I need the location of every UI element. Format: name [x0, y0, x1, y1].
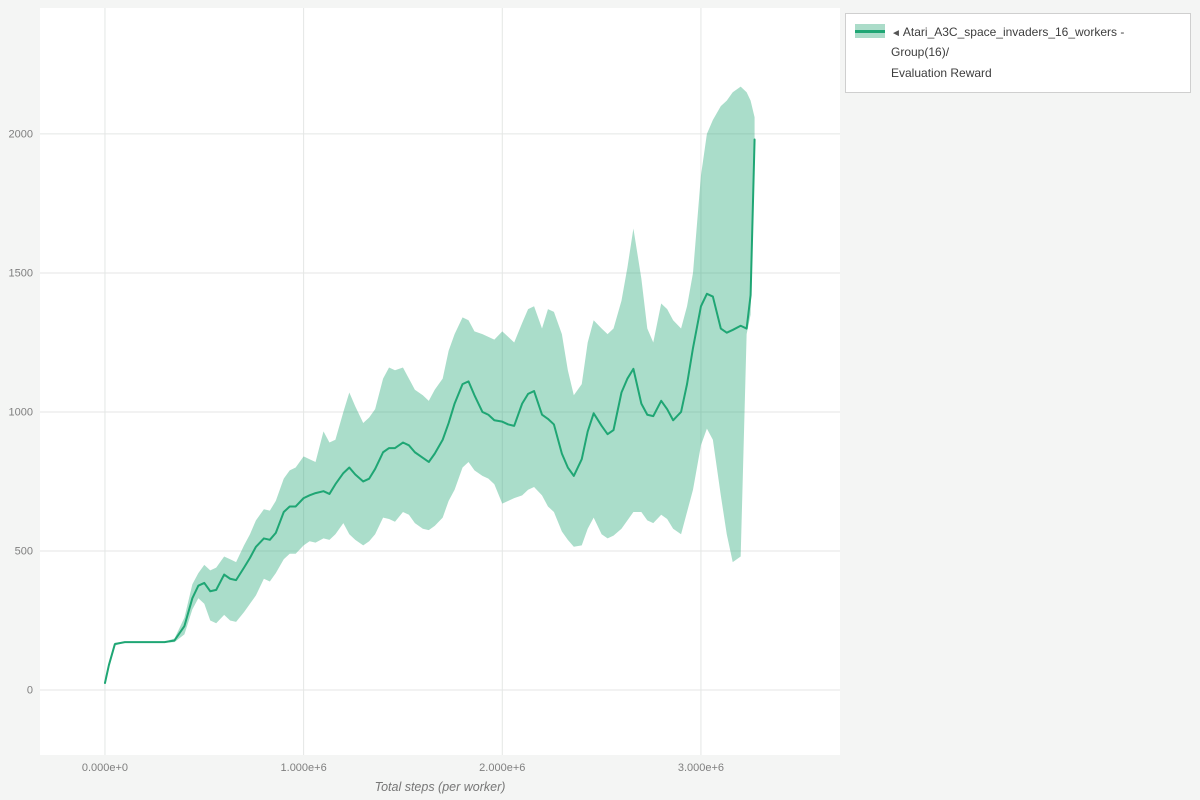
legend-label-line1: ◄ Atari_A3C_space_invaders_16_workers - G…: [891, 22, 1180, 63]
y-tick-label: 1500: [9, 267, 33, 279]
x-tick-label: 0.000e+0: [82, 762, 128, 774]
legend-text: ◄ Atari_A3C_space_invaders_16_workers - G…: [891, 22, 1180, 83]
legend-toggle-icon[interactable]: ◄: [891, 28, 901, 39]
y-tick-label: 1000: [9, 406, 33, 418]
x-tick-label: 3.000e+6: [678, 762, 724, 774]
legend[interactable]: ◄ Atari_A3C_space_invaders_16_workers - G…: [845, 13, 1191, 94]
x-axis-title: Total steps (per worker): [374, 780, 506, 794]
y-tick-label: 500: [15, 545, 33, 557]
x-tick-label: 1.000e+6: [281, 762, 327, 774]
legend-swatch-band: [855, 24, 885, 38]
confidence-band: [104, 86, 755, 685]
x-tick-label: 2.000e+6: [479, 762, 525, 774]
y-tick-label: 0: [27, 684, 33, 696]
y-tick-label: 2000: [9, 128, 33, 140]
legend-trace-metric: Evaluation Reward: [891, 65, 992, 80]
legend-trace-name: Atari_A3C_space_invaders_16_workers - Gr…: [891, 25, 1125, 60]
plot-background: [40, 8, 840, 755]
legend-item[interactable]: ◄ Atari_A3C_space_invaders_16_workers - G…: [855, 22, 1180, 83]
series-line[interactable]: [103, 138, 756, 684]
legend-swatch-line: [855, 30, 885, 33]
